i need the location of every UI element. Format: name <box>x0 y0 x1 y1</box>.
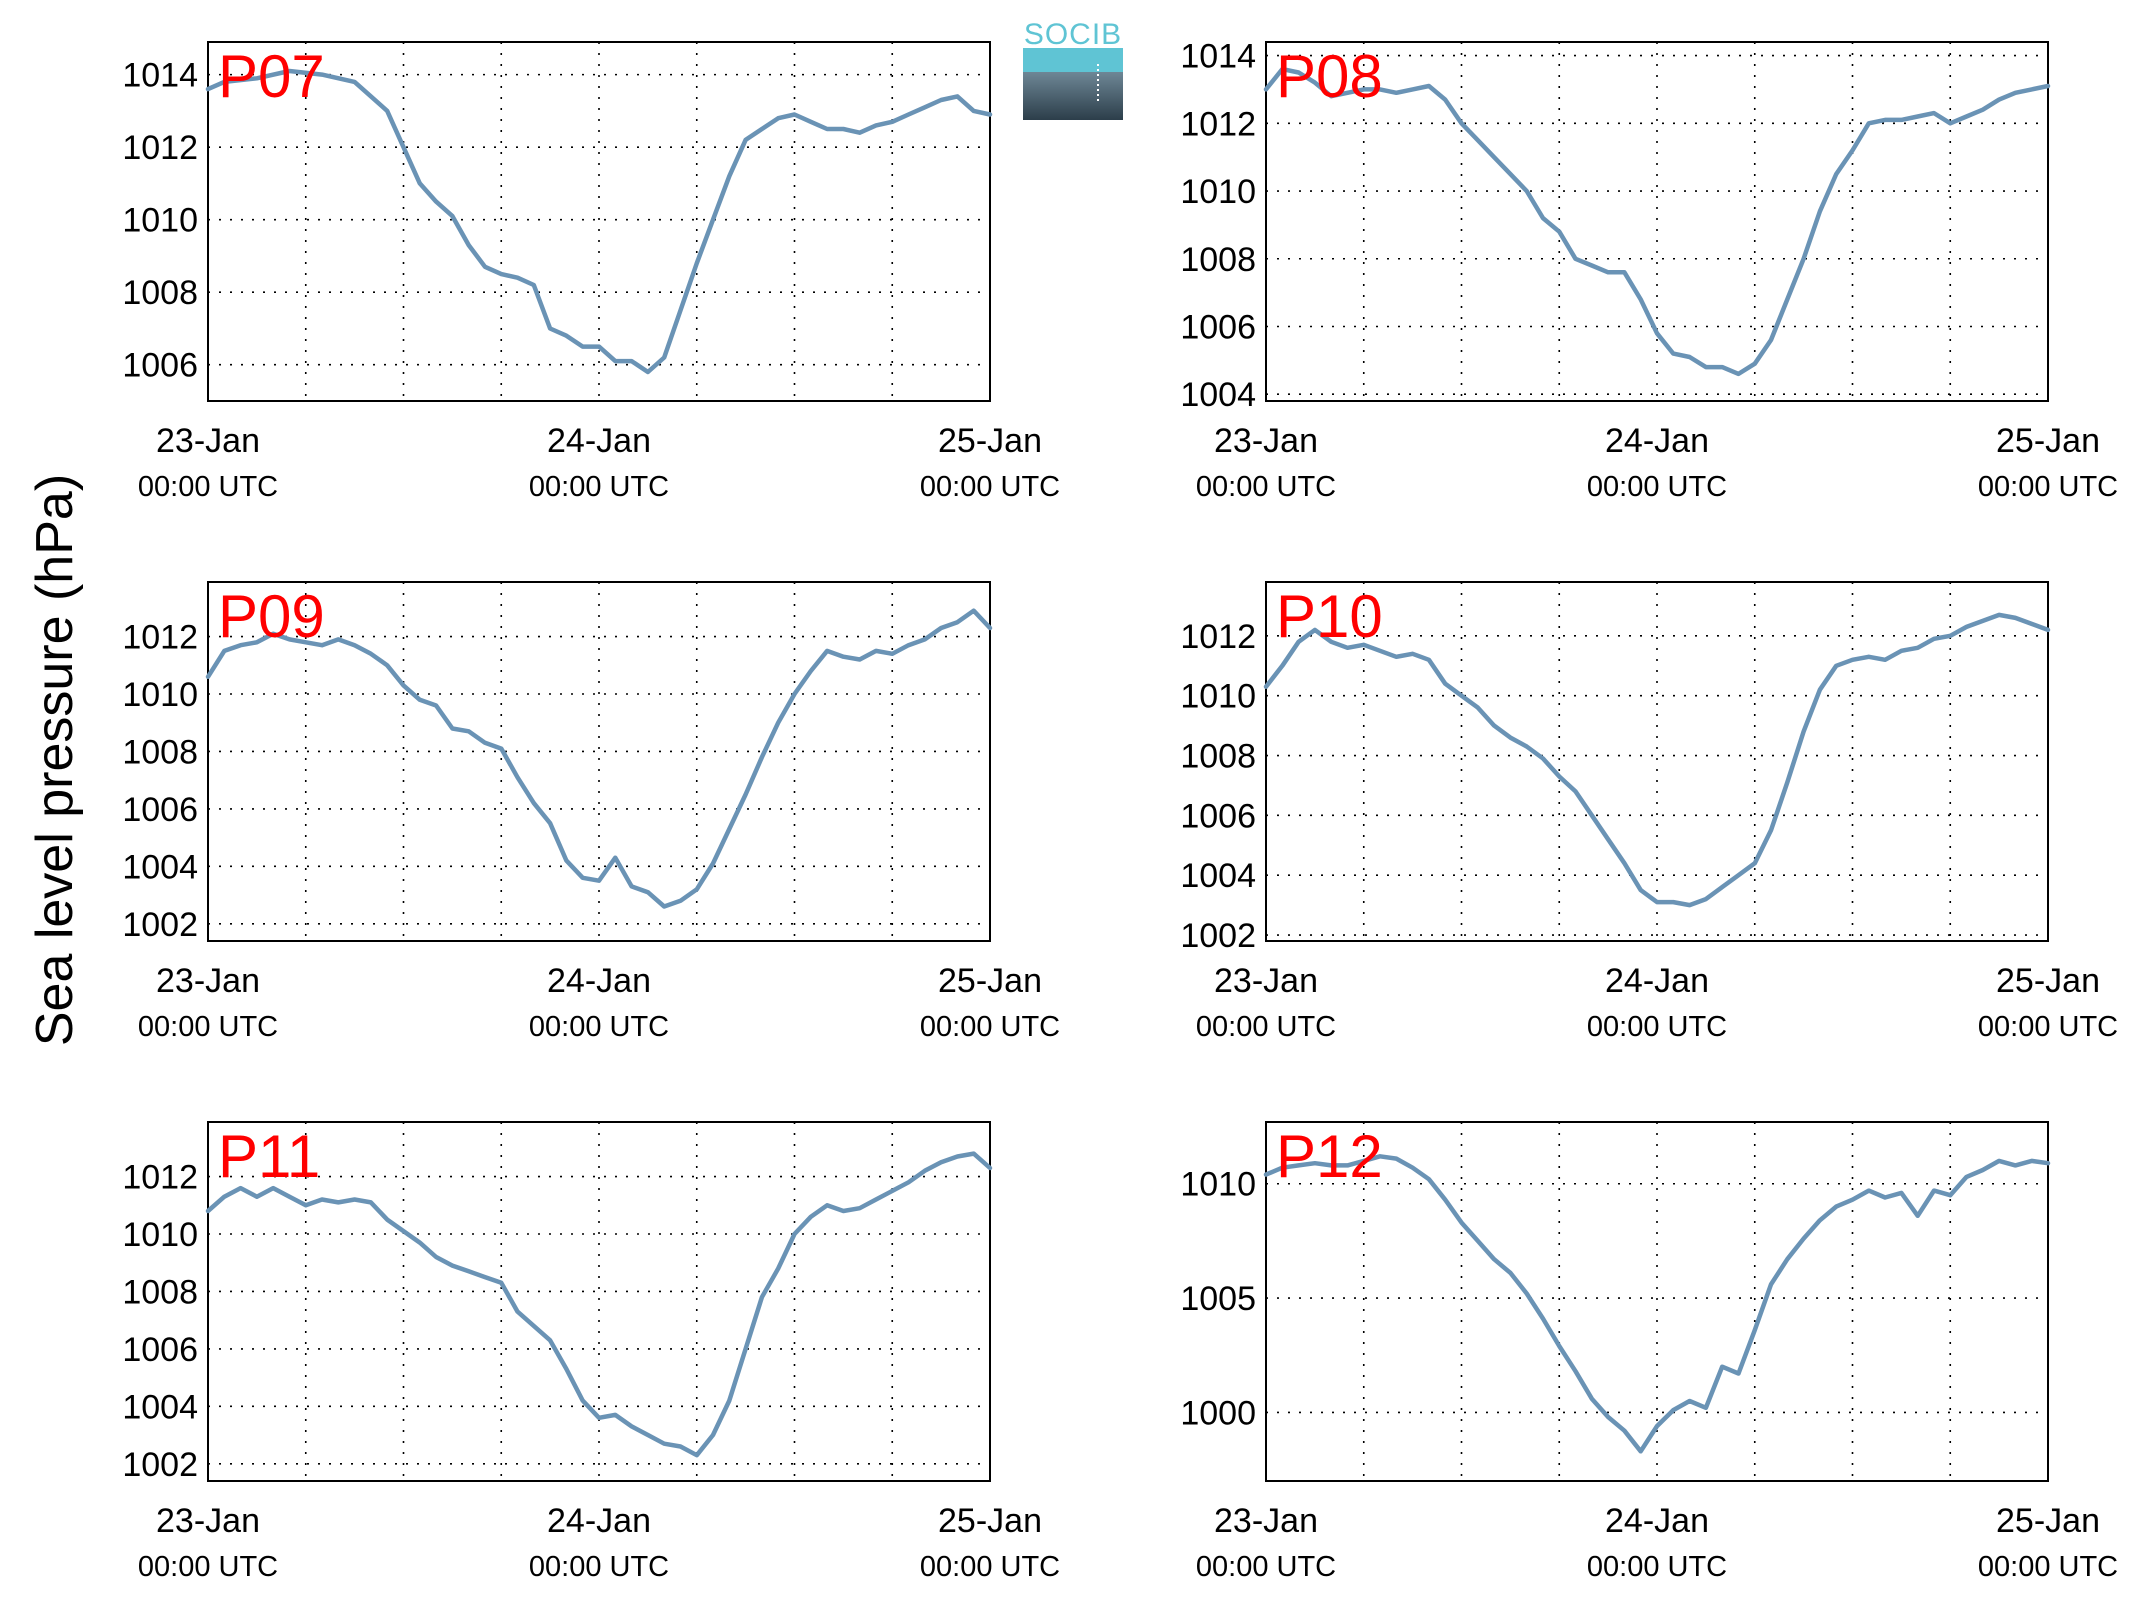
y-tick-label: 1010 <box>1180 678 1256 716</box>
x-tick-time: 00:00 UTC <box>920 471 1060 503</box>
x-tick-time: 00:00 UTC <box>1196 1551 1336 1583</box>
panel-p10: 1002 1004 1006 1008 1010 1012 23-Jan 00:00 UTC 2… <box>1180 581 2118 1043</box>
y-tick-label: 1000 <box>1180 1394 1256 1432</box>
x-tick-time: 00:00 UTC <box>920 1551 1060 1583</box>
station-label: P07 <box>218 43 325 110</box>
logo-block <box>1023 72 1123 120</box>
x-tick-time: 00:00 UTC <box>1587 471 1727 503</box>
plot-frame <box>207 581 991 942</box>
x-tick-date: 23-Jan <box>1214 962 1318 1000</box>
y-tick-label: 1012 <box>122 1159 198 1197</box>
y-tick-label: 1014 <box>1180 38 1256 76</box>
x-tick-time: 00:00 UTC <box>1978 1011 2118 1043</box>
y-tick-label: 1010 <box>1180 173 1256 211</box>
series-line-p08 <box>1263 66 2051 377</box>
x-tick-time: 00:00 UTC <box>529 471 669 503</box>
station-label: P08 <box>1276 43 1383 110</box>
y-tick-label: 1004 <box>122 848 198 886</box>
x-tick-time: 00:00 UTC <box>1978 1551 2118 1583</box>
x-tick-date: 23-Jan <box>1214 1502 1318 1540</box>
y-tick-label: 1002 <box>1180 917 1256 955</box>
series-line-p10 <box>1263 612 2051 908</box>
station-label: P10 <box>1276 583 1383 650</box>
panel-p07: 1006 1008 1010 1012 1014 23-Jan 00:00 UTC 24-Ja… <box>122 41 1060 503</box>
y-tick-label: 1006 <box>122 1331 198 1369</box>
series-line-p11 <box>205 1151 993 1458</box>
panel-p12: 1000 1005 1010 23-Jan 00:00 UTC 24-Jan 00:00 U… <box>1180 1121 2118 1583</box>
x-tick-date: 23-Jan <box>156 422 260 460</box>
y-tick-label: 1012 <box>122 129 198 167</box>
panels: 1006 1008 1010 1012 1014 23-Jan 00:00 UTC 24-Ja… <box>122 38 2118 1583</box>
plot-frame <box>1265 41 2049 402</box>
x-tick-time: 00:00 UTC <box>138 471 278 503</box>
plot-frame <box>1265 581 2049 942</box>
station-label: P12 <box>1276 1123 1383 1190</box>
x-tick-date: 24-Jan <box>547 422 651 460</box>
y-tick-label: 1008 <box>1180 738 1256 776</box>
y-tick-label: 1010 <box>1180 1166 1256 1204</box>
y-tick-label: 1010 <box>122 676 198 714</box>
y-tick-label: 1002 <box>122 1446 198 1484</box>
y-tick-label: 1006 <box>1180 797 1256 835</box>
x-tick-time: 00:00 UTC <box>1978 471 2118 503</box>
x-tick-time: 00:00 UTC <box>529 1551 669 1583</box>
x-tick-time: 00:00 UTC <box>138 1551 278 1583</box>
x-tick-date: 25-Jan <box>938 1502 1042 1540</box>
y-axis-label: Sea level pressure (hPa) <box>26 474 84 1046</box>
panel-p11: 1002 1004 1006 1008 1010 1012 23-Jan 00:00 UTC 2… <box>122 1121 1060 1583</box>
plot-frame <box>207 1121 991 1482</box>
x-tick-date: 24-Jan <box>1605 422 1709 460</box>
y-tick-label: 1006 <box>122 347 198 385</box>
x-tick-date: 24-Jan <box>1605 1502 1709 1540</box>
station-label: P09 <box>218 583 325 650</box>
y-tick-label: 1006 <box>122 791 198 829</box>
x-tick-date: 25-Jan <box>1996 1502 2100 1540</box>
x-tick-time: 00:00 UTC <box>138 1011 278 1043</box>
x-tick-time: 00:00 UTC <box>529 1011 669 1043</box>
station-label: P11 <box>218 1123 320 1190</box>
logo-text: SOCIB <box>1024 18 1122 51</box>
y-tick-label: 1012 <box>1180 618 1256 656</box>
logo-wave <box>1023 48 1123 72</box>
y-tick-label: 1010 <box>122 202 198 240</box>
x-tick-time: 00:00 UTC <box>1196 471 1336 503</box>
x-tick-date: 23-Jan <box>156 962 260 1000</box>
y-tick-label: 1005 <box>1180 1280 1256 1318</box>
panel-p08: 1004 1006 1008 1010 1012 1014 23-Jan 00:00 UTC 2… <box>1180 38 2118 503</box>
x-tick-date: 23-Jan <box>1214 422 1318 460</box>
x-tick-date: 25-Jan <box>938 422 1042 460</box>
x-tick-date: 24-Jan <box>547 962 651 1000</box>
y-tick-label: 1012 <box>1180 105 1256 143</box>
plot-frame <box>207 41 991 402</box>
x-tick-date: 25-Jan <box>938 962 1042 1000</box>
y-tick-label: 1012 <box>122 619 198 657</box>
plot-frame <box>1265 1121 2049 1482</box>
y-tick-label: 1008 <box>122 1273 198 1311</box>
series-line-p12 <box>1263 1154 2051 1454</box>
y-tick-label: 1006 <box>1180 308 1256 346</box>
series-line-p07 <box>205 68 993 375</box>
x-tick-time: 00:00 UTC <box>1587 1551 1727 1583</box>
y-tick-label: 1010 <box>122 1216 198 1254</box>
y-tick-label: 1008 <box>122 733 198 771</box>
y-tick-label: 1004 <box>1180 857 1256 895</box>
y-tick-label: 1008 <box>122 274 198 312</box>
x-tick-time: 00:00 UTC <box>920 1011 1060 1043</box>
x-tick-time: 00:00 UTC <box>1587 1011 1727 1043</box>
x-tick-date: 23-Jan <box>156 1502 260 1540</box>
y-tick-label: 1004 <box>1180 376 1256 414</box>
y-tick-label: 1008 <box>1180 241 1256 279</box>
x-tick-date: 24-Jan <box>1605 962 1709 1000</box>
x-tick-time: 00:00 UTC <box>1196 1011 1336 1043</box>
socib-logo: SOCIB <box>1023 18 1123 120</box>
y-tick-label: 1014 <box>122 57 198 95</box>
panel-p09: 1002 1004 1006 1008 1010 1012 23-Jan 00:00 UTC 2… <box>122 581 1060 1043</box>
x-tick-date: 25-Jan <box>1996 422 2100 460</box>
y-tick-label: 1002 <box>122 906 198 944</box>
x-tick-date: 25-Jan <box>1996 962 2100 1000</box>
y-tick-label: 1004 <box>122 1388 198 1426</box>
series-line-p09 <box>205 608 993 909</box>
x-tick-date: 24-Jan <box>547 1502 651 1540</box>
